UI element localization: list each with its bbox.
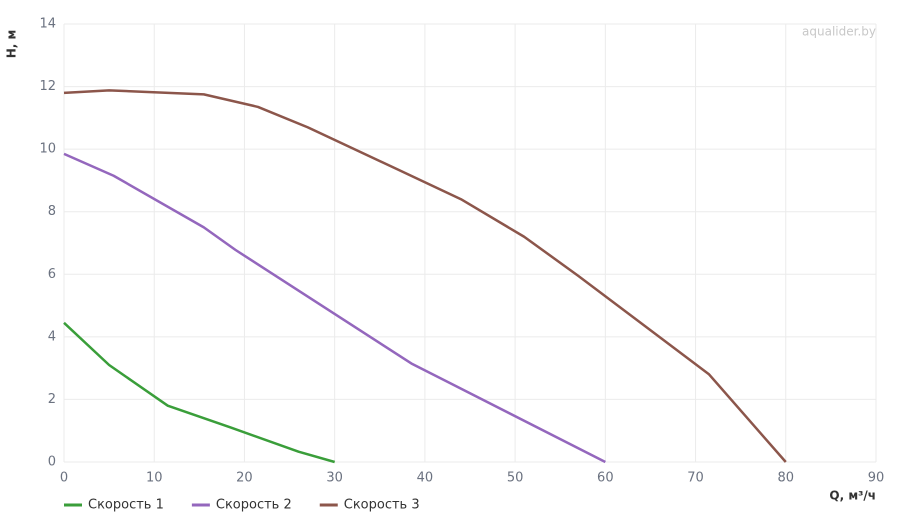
- y-tick-label: 12: [39, 79, 56, 94]
- x-tick-label: 10: [146, 471, 163, 486]
- y-tick-label: 0: [48, 455, 56, 470]
- y-axis-label: H, м: [5, 30, 19, 59]
- legend-label: Скорость 1: [88, 498, 164, 513]
- series-line: [63, 152, 606, 464]
- x-axis-label: Q, м³/ч: [829, 489, 876, 503]
- x-tick-label: 0: [60, 471, 68, 486]
- y-tick-label: 10: [39, 142, 56, 157]
- watermark: aqualider.by: [802, 25, 876, 39]
- y-tick-label: 2: [48, 392, 56, 407]
- legend-label: Скорость 2: [216, 498, 292, 513]
- x-tick-label: 70: [687, 471, 704, 486]
- y-tick-label: 8: [48, 204, 56, 219]
- y-tick-label: 6: [48, 267, 56, 282]
- x-tick-label: 30: [326, 471, 343, 486]
- y-tick-label: 4: [48, 329, 56, 344]
- x-tick-label: 90: [868, 471, 885, 486]
- series-line: [63, 89, 787, 463]
- legend-label: Скорость 3: [344, 498, 420, 513]
- x-tick-label: 80: [778, 471, 795, 486]
- x-tick-label: 50: [507, 471, 524, 486]
- y-tick-label: 14: [39, 17, 56, 32]
- x-tick-label: 20: [236, 471, 253, 486]
- x-tick-label: 60: [597, 471, 614, 486]
- series-line: [63, 321, 336, 464]
- x-tick-label: 40: [417, 471, 434, 486]
